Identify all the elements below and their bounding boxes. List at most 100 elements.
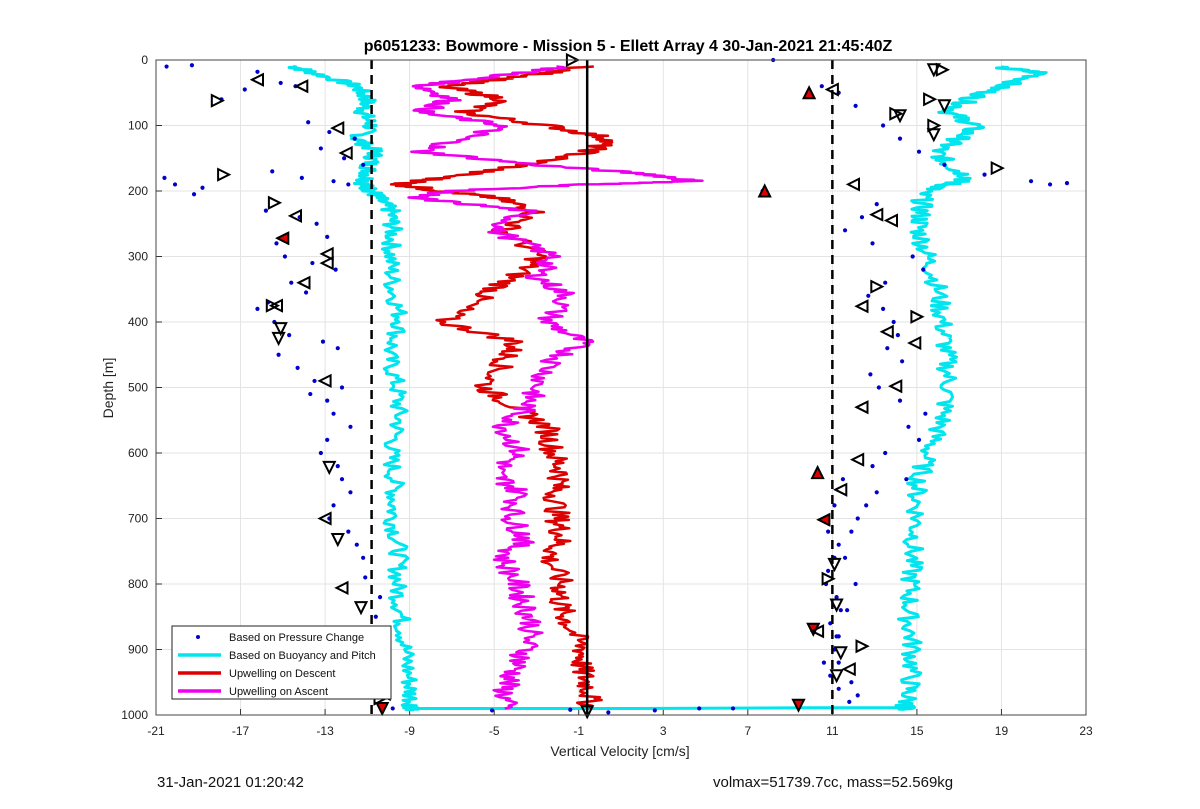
triangle-marker (375, 702, 390, 717)
pressure-change-point (864, 503, 869, 508)
triangle-marker (870, 279, 885, 294)
pressure-change-point (870, 241, 875, 246)
pressure-change-point (346, 529, 351, 534)
triangle-marker (217, 167, 232, 182)
pressure-change-point (842, 228, 848, 233)
triangle-marker (841, 661, 856, 677)
legend-label: Based on Buoyancy and Pitch (229, 650, 376, 662)
pressure-change-point (942, 162, 947, 167)
pressure-change-point (885, 346, 890, 351)
triangle-marker (353, 601, 369, 616)
pressure-change-point (900, 359, 905, 364)
y-tick-label: 600 (128, 446, 148, 460)
pressure-change-point (318, 146, 323, 151)
pressure-change-point (346, 182, 351, 187)
pressure-change-point (842, 555, 848, 560)
pressure-change-point (921, 267, 926, 272)
triangle-marker (265, 298, 281, 313)
pressure-change-point (874, 202, 879, 207)
pressure-change-point (373, 614, 378, 619)
pressure-change-point (348, 490, 353, 495)
pressure-change-point (348, 424, 353, 429)
pressure-change-point (287, 333, 292, 338)
legend-box (171, 625, 392, 700)
triangle-marker (849, 452, 865, 467)
triangle-marker (829, 669, 844, 684)
pressure-change-point (263, 208, 269, 213)
x-tick-label: -13 (316, 724, 334, 738)
triangle-marker (275, 231, 290, 246)
pressure-change-point (834, 634, 839, 639)
pressure-change-point (308, 391, 313, 397)
pressure-change-point (299, 175, 304, 180)
pressure-change-point (1064, 181, 1070, 186)
pressure-change-point (335, 464, 340, 469)
pressure-change-point (982, 172, 987, 177)
triangle-marker (990, 160, 1005, 176)
y-tick-label: 500 (128, 381, 148, 395)
y-tick-label: 700 (128, 512, 148, 526)
pressure-change-point (327, 129, 332, 135)
pressure-change-point (870, 464, 875, 469)
triangle-marker (580, 705, 595, 720)
pressure-change-point (897, 136, 903, 141)
triangle-marker (935, 62, 951, 77)
pressure-change-point (866, 293, 871, 298)
axes-frame (155, 59, 1087, 716)
triangle-marker (322, 460, 337, 476)
triangle-marker (809, 624, 825, 639)
pressure-change-point (876, 385, 881, 390)
pressure-change-point (836, 542, 841, 547)
pressure-change-point (910, 254, 915, 259)
x-tick-label: -5 (489, 724, 500, 738)
pressure-change-point (270, 169, 275, 174)
triangle-marker (268, 298, 283, 313)
pressure-change-point (838, 608, 843, 613)
pressure-change-point (325, 437, 330, 442)
y-tick-label: 100 (128, 119, 148, 133)
pressure-change-point (352, 136, 357, 141)
pressure-change-point (883, 280, 888, 285)
triangle-marker (829, 598, 844, 613)
pressure-change-point (342, 156, 347, 161)
x-tick-label: -21 (147, 724, 165, 738)
pressure-change-point (880, 306, 886, 311)
pressure-change-point (832, 503, 837, 508)
pressure-change-point (363, 575, 368, 580)
triangle-marker (317, 511, 332, 526)
triangle-marker (926, 128, 941, 143)
footer-stats: volmax=51739.7cc, mass=52.569kg (713, 774, 954, 791)
triangle-marker (757, 183, 772, 198)
x-tick-label: -17 (232, 724, 250, 738)
triangle-marker (810, 464, 825, 480)
triangle-marker (816, 512, 831, 527)
pressure-change-point (306, 120, 311, 125)
pressure-change-point (904, 477, 909, 482)
pressure-change-point (826, 568, 831, 574)
pressure-change-point (849, 680, 854, 685)
pressure-change-point (361, 555, 366, 560)
pressure-change-point (853, 103, 858, 108)
triangle-marker (827, 557, 842, 573)
y-tick-label: 200 (128, 184, 148, 198)
x-tick-label: -1 (573, 724, 584, 738)
pressure-change-point (361, 162, 366, 167)
triangle-marker (892, 109, 908, 124)
pressure-change-point (339, 477, 345, 482)
x-tick-label: 11 (826, 724, 839, 738)
triangle-marker (869, 207, 884, 222)
pressure-change-point (891, 319, 896, 325)
legend-label: Upwelling on Descent (229, 668, 335, 680)
triangle-marker (824, 82, 839, 97)
x-tick-label: 15 (910, 724, 924, 738)
chart-title: p6051233: Bowmore - Mission 5 - Ellett A… (364, 38, 893, 55)
triangle-marker (937, 99, 952, 114)
pressure-change-point (242, 87, 247, 92)
triangle-marker (883, 213, 898, 228)
triangle-marker (330, 533, 345, 548)
pressure-change-point (325, 234, 330, 239)
triangle-marker (296, 275, 311, 290)
pressure-change-point (855, 516, 860, 521)
based-on-buoyancy-and-pitchline (287, 65, 421, 712)
